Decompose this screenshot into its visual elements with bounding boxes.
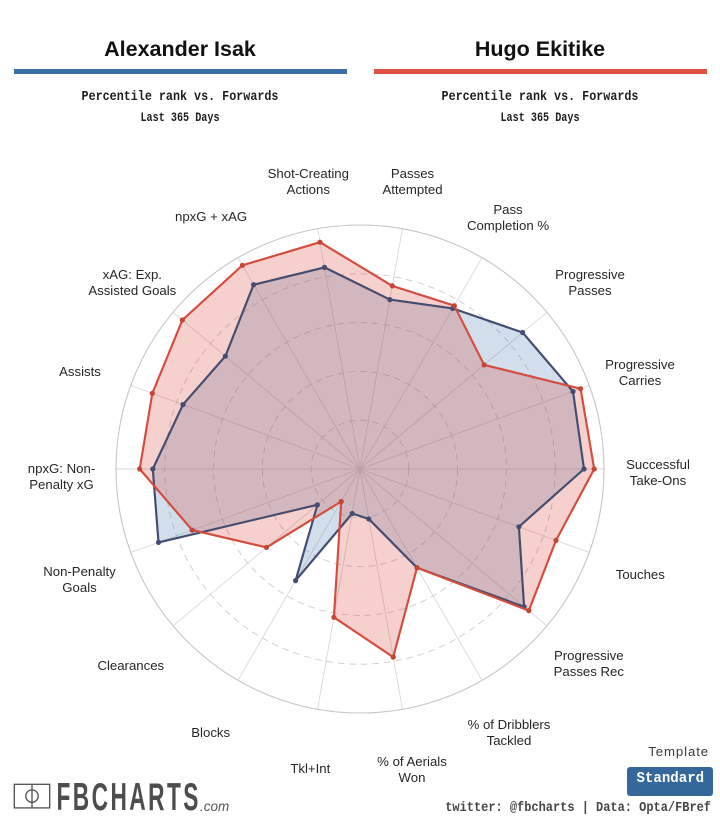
svg-text:.com: .com [200, 799, 229, 814]
svg-text:FBCHARTS: FBCHARTS [57, 775, 201, 819]
